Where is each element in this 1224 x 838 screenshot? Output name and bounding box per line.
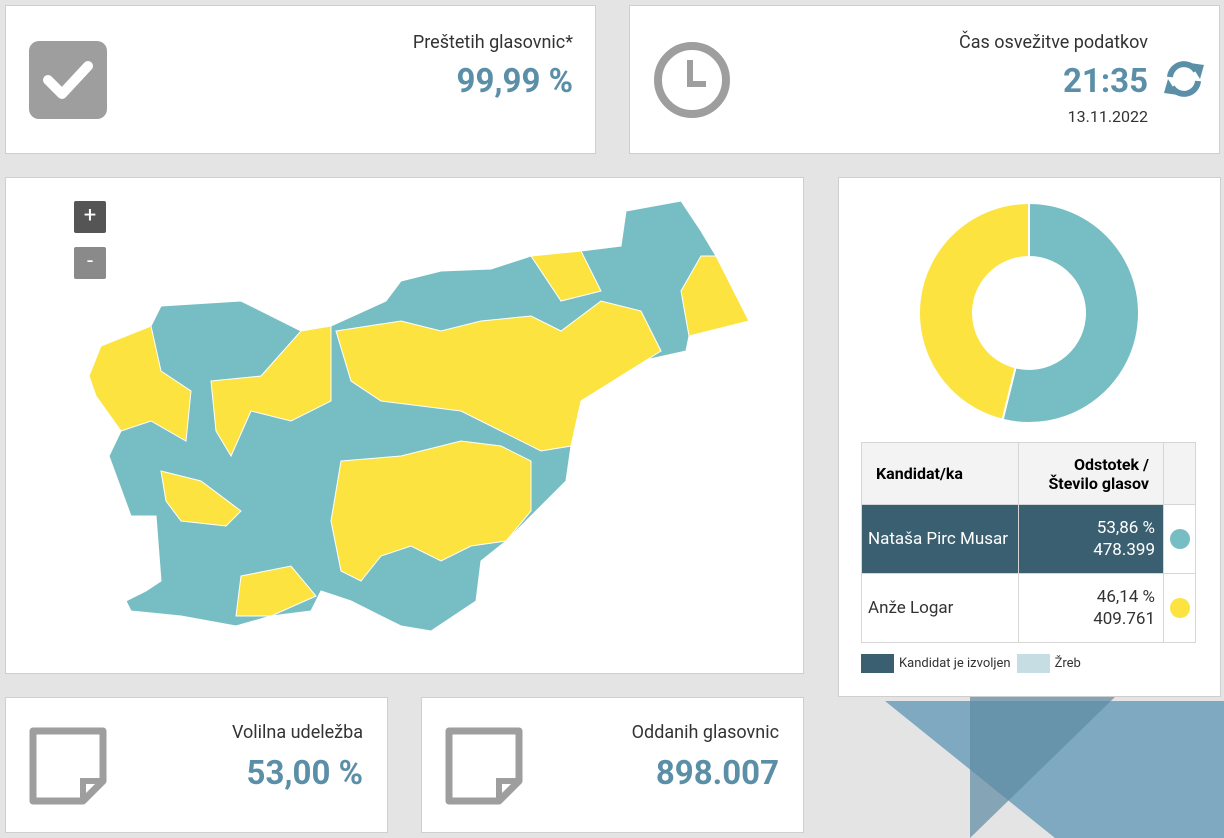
color-cell — [1163, 573, 1196, 643]
refresh-time: 21:35 — [1062, 62, 1148, 101]
legend-label: Žreb — [1054, 656, 1081, 671]
cast-card: Oddanih glasovnic 898.007 — [421, 697, 804, 833]
result-row: Anže Logar 46,14 % 409.761 — [861, 573, 1196, 643]
counted-card: Preštetih glasovnic* 99,99 % — [5, 5, 596, 154]
candidate-name: Nataša Pirc Musar — [861, 504, 1019, 574]
header-percent: Odstotek / Število glasov — [1018, 442, 1164, 505]
decoration — [885, 697, 1224, 838]
cast-value: 898.007 — [655, 754, 779, 793]
legend: Kandidat je izvoljen Žreb — [861, 654, 1083, 673]
header-candidate: Kandidat/ka — [861, 442, 1019, 505]
results-card: Kandidat/ka Odstotek / Število glasov Na… — [838, 177, 1221, 697]
header-color — [1163, 442, 1196, 505]
candidate-result: 46,14 % 409.761 — [1018, 573, 1164, 643]
paper-icon — [445, 727, 523, 805]
check-icon — [29, 41, 107, 119]
candidate-result: 53,86 % 478.399 — [1018, 504, 1164, 574]
counted-label: Preštetih glasovnic* — [412, 32, 573, 53]
counted-value: 99,99 % — [456, 62, 573, 101]
legend-swatch — [861, 654, 894, 673]
candidate-percent: 46,14 % — [1096, 587, 1155, 607]
map-card: + - — [5, 177, 804, 674]
legend-swatch — [1016, 654, 1050, 673]
map — [88, 200, 750, 632]
candidate-name: Anže Logar — [861, 573, 1019, 643]
color-dot — [1169, 598, 1190, 618]
turnout-label: Volilna udeležba — [231, 722, 363, 743]
legend-item: Kandidat je izvoljen — [861, 654, 1011, 673]
refresh-date: 13.11.2022 — [1067, 107, 1148, 126]
zoom-in[interactable]: + — [74, 201, 106, 233]
candidate-votes: 478.399 — [1093, 540, 1155, 560]
legend-label: Kandidat je izvoljen — [899, 656, 1011, 671]
result-row: Nataša Pirc Musar 53,86 % 478.399 — [861, 504, 1196, 574]
refresh-label: Čas osvežitve podatkov — [959, 32, 1148, 53]
donut-segment — [918, 201, 1030, 421]
paper-icon — [29, 727, 107, 805]
legend-item: Žreb — [1016, 654, 1081, 673]
results-table: Kandidat/ka Odstotek / Število glasov Na… — [861, 442, 1196, 643]
candidate-percent: 53,86 % — [1096, 518, 1155, 538]
refresh-button[interactable] — [1162, 57, 1206, 101]
color-cell — [1163, 504, 1196, 574]
turnout-value: 53,00 % — [246, 754, 363, 793]
cast-label: Oddanih glasovnic — [631, 722, 779, 743]
refresh-card: Čas osvežitve podatkov 21:35 13.11.2022 — [629, 5, 1220, 154]
turnout-card: Volilna udeležba 53,00 % — [5, 697, 388, 833]
zoom-out[interactable]: - — [74, 247, 106, 279]
donut-chart — [918, 201, 1140, 424]
donut-segment — [1001, 201, 1140, 424]
clock-icon — [654, 42, 730, 118]
candidate-votes: 409.761 — [1093, 609, 1155, 629]
color-dot — [1169, 529, 1190, 549]
